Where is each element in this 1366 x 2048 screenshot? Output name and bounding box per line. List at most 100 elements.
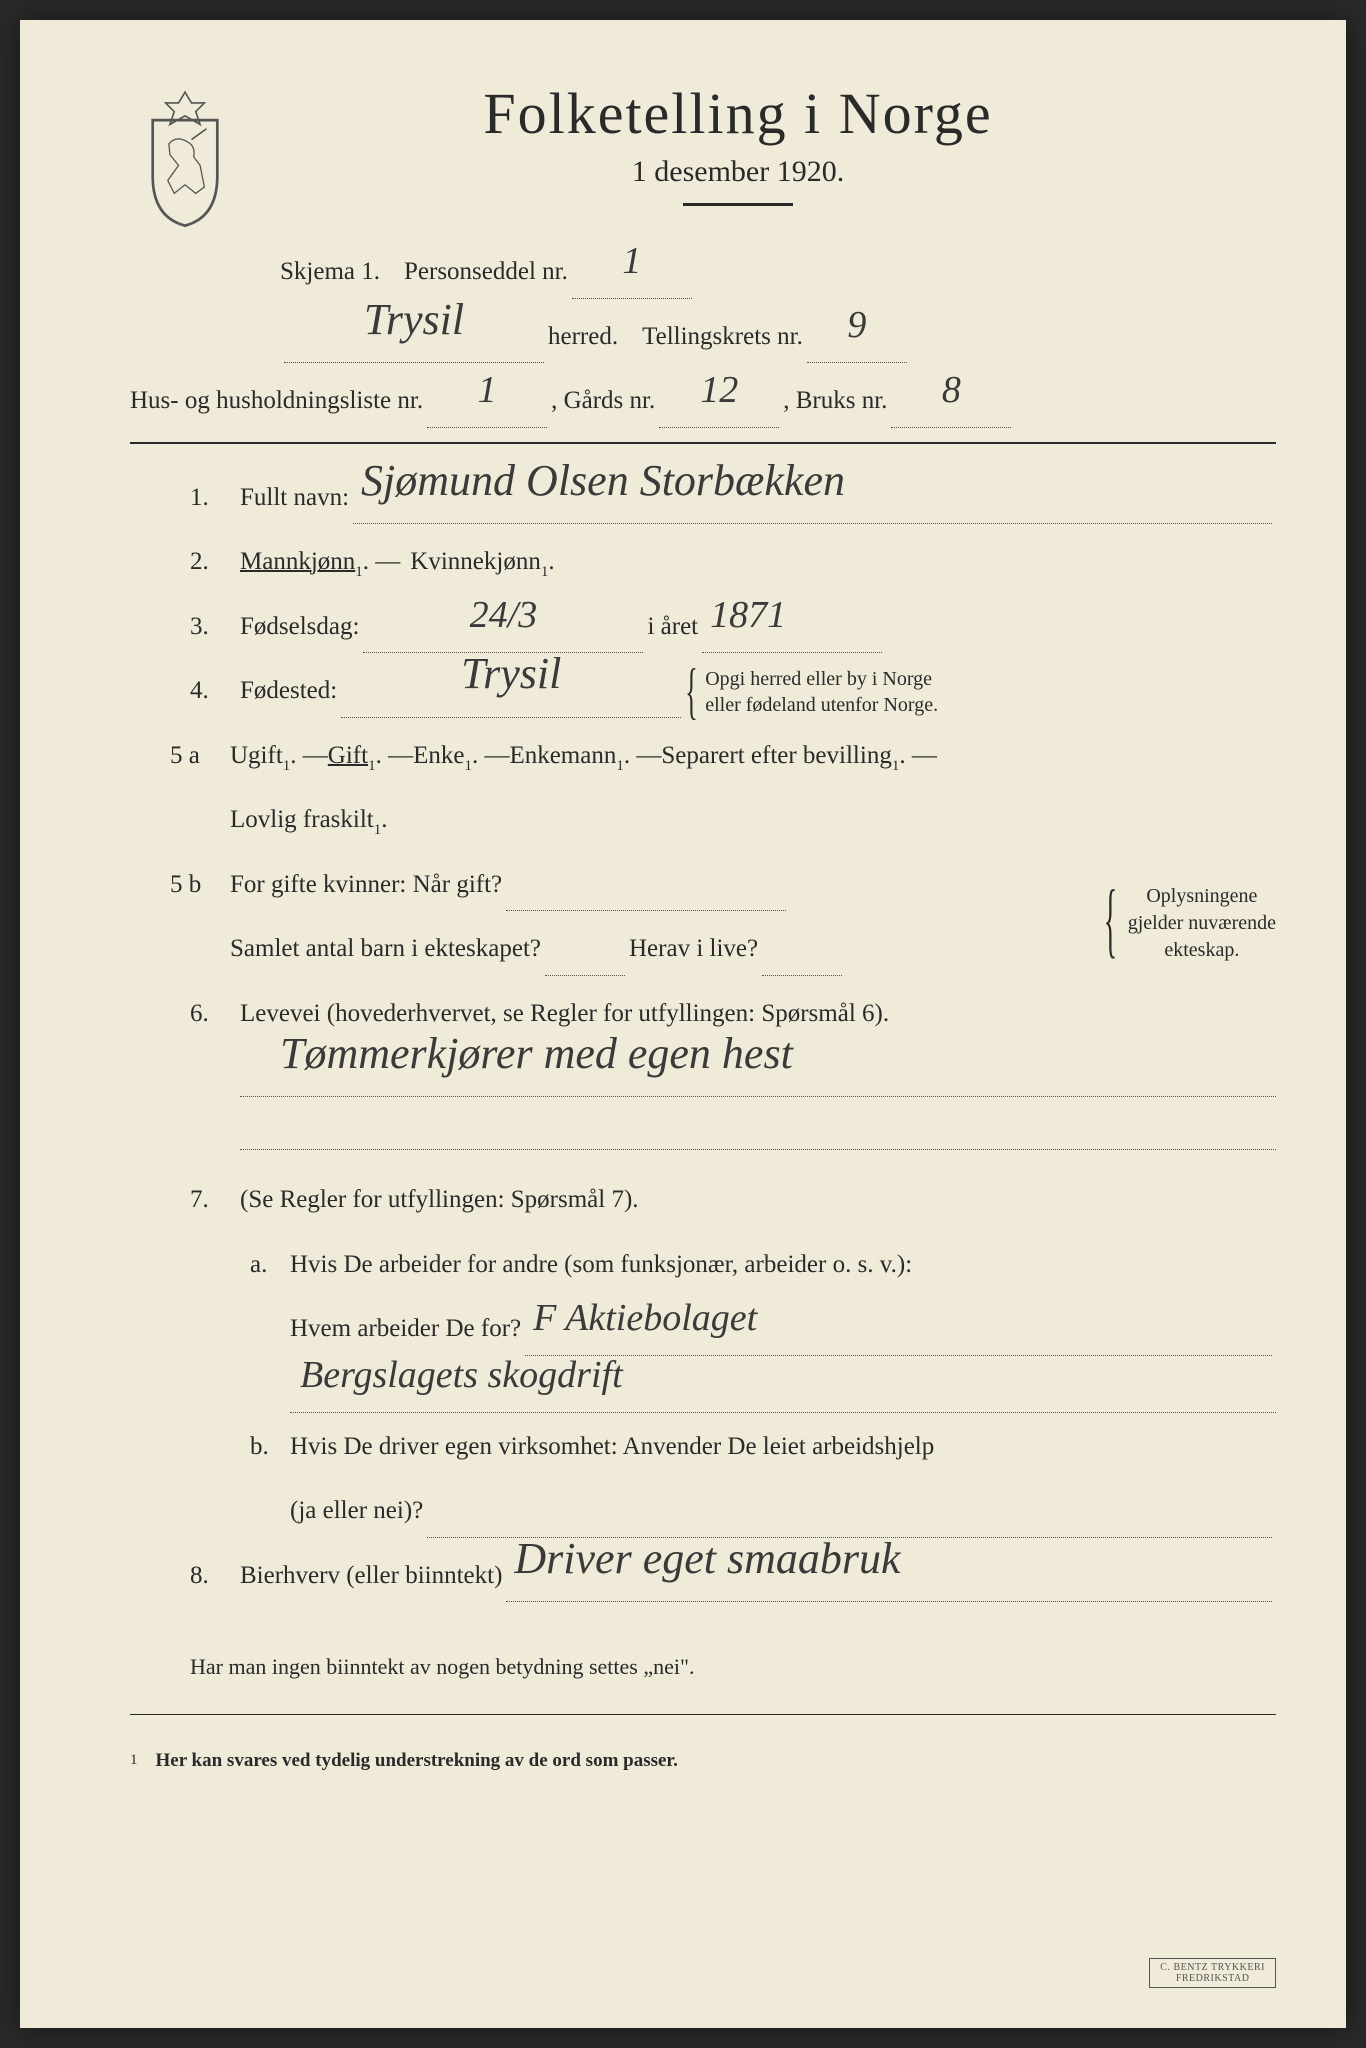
q4-note1: Opgi herred eller by i Norge: [705, 668, 932, 690]
q5b-l2a: Samlet antal barn i ekteskapet?: [230, 923, 541, 976]
q7a-field1: F Aktiebolaget: [525, 1316, 1272, 1356]
husliste-nr: 1: [478, 351, 497, 431]
q5b-note3: ekteskap.: [1164, 939, 1239, 961]
q5b-block: 5 b For gifte kvinner: Når gift? Samlet …: [170, 859, 1276, 988]
q3-row: 3. Fødselsdag: 24/3 i året 1871: [190, 601, 1276, 654]
q7a-num: a.: [250, 1239, 290, 1292]
herred-value: Trysil: [364, 274, 464, 366]
q1-field: Sjømund Olsen Storbækken: [353, 484, 1272, 524]
q7b-l2: (ja eller nei)?: [290, 1485, 423, 1538]
gards-label: , Gårds nr.: [551, 375, 655, 428]
q5a-lovlig: Lovlig fraskilt: [230, 794, 374, 847]
q5a-gift: Gift: [328, 730, 368, 783]
q5a-separert: Separert efter bevilling: [661, 730, 891, 783]
personseddel-nr: 1: [622, 222, 641, 302]
q3-year-field: 1871: [702, 613, 882, 653]
footnote-text: Her kan svares ved tydelig understreknin…: [156, 1750, 678, 1771]
q7b-l1: Hvis De driver egen virksomhet: Anvender…: [290, 1421, 934, 1474]
q2-mann: Mannkjønn: [240, 536, 355, 589]
row-husliste: Hus- og husholdningsliste nr. 1 , Gårds …: [130, 375, 1276, 428]
title-rule: [683, 203, 793, 206]
q6-num: 6.: [190, 988, 240, 1041]
q4-note2: eller fødeland utenfor Norge.: [705, 694, 938, 716]
q7a-field2: Bergslagets skogdrift: [290, 1368, 1276, 1413]
q5a-enke: Enke: [413, 730, 464, 783]
q5a-num: 5 a: [170, 730, 230, 783]
q5b-note2: gjelder nuværende: [1128, 912, 1276, 934]
q7-row: 7. (Se Regler for utfyllingen: Spørsmål …: [190, 1174, 1276, 1227]
q2-sup2: 1: [541, 557, 549, 589]
q5b-row1: 5 b For gifte kvinner: Når gift?: [170, 859, 1084, 912]
q5b-live-field: [762, 936, 842, 976]
bruks-nr: 8: [942, 351, 961, 431]
husliste-field: 1: [427, 388, 547, 428]
q5b-note1: Oplysningene: [1146, 885, 1257, 907]
q5a-enkemann: Enkemann: [509, 730, 616, 783]
q8-label: Bierhverv (eller biinntekt): [240, 1550, 502, 1603]
q1-num: 1.: [190, 472, 240, 525]
q4-label: Fødested:: [240, 665, 337, 718]
q4-field: Trysil: [341, 678, 681, 718]
footer-note-row: Har man ingen biinntekt av nogen betydni…: [190, 1644, 1276, 1690]
q5b-barn-field: [545, 936, 625, 976]
q5b-num: 5 b: [170, 859, 230, 912]
q8-field: Driver eget smaabruk: [506, 1562, 1272, 1602]
bruks-field: 8: [891, 388, 1011, 428]
q4-note: Opgi herred eller by i Norge eller fødel…: [685, 666, 938, 718]
footer-note: Har man ingen biinntekt av nogen betydni…: [190, 1644, 694, 1690]
q6-field: Tømmerkjører med egen hest: [240, 1052, 1276, 1097]
q3-label: Fødselsdag:: [240, 601, 359, 654]
gards-field: 12: [659, 388, 779, 428]
q1-row: 1. Fullt navn: Sjømund Olsen Storbækken: [190, 472, 1276, 525]
coat-of-arms-icon: [130, 90, 240, 230]
q6-field2: [240, 1105, 1276, 1150]
q5b-note: Oplysningene gjelder nuværende ekteskap.: [1104, 883, 1276, 964]
q7a-val2: Bergslagets skogdrift: [300, 1336, 623, 1416]
q8-num: 8.: [190, 1550, 240, 1603]
q7b-num: b.: [250, 1421, 290, 1474]
q2-sup1: 1: [355, 557, 363, 589]
divider-bottom: [130, 1714, 1276, 1715]
q8-row: 8. Bierhverv (eller biinntekt) Driver eg…: [190, 1550, 1276, 1603]
gards-nr: 12: [700, 351, 738, 431]
row-herred: Trysil herred. Tellingskrets nr. 9: [280, 311, 1276, 364]
q7a-row1: a. Hvis De arbeider for andre (som funks…: [250, 1239, 1276, 1292]
footnote-marker: 1: [130, 1745, 138, 1777]
q4-row: 4. Fødested: Trysil Opgi herred eller by…: [190, 665, 1276, 718]
subtitle-date: 1 desember 1920.: [280, 155, 1196, 189]
printer-stamp: C. BENTZ TRYKKERI FREDRIKSTAD: [1149, 1958, 1276, 1988]
q2-dash: . —: [363, 536, 401, 589]
q1-label: Fullt navn:: [240, 472, 349, 525]
q3-num: 3.: [190, 601, 240, 654]
q5b-l2b: Herav i live?: [629, 923, 758, 976]
main-title: Folketelling i Norge: [280, 80, 1196, 147]
header: Folketelling i Norge 1 desember 1920.: [130, 80, 1276, 246]
q3-mid: i året: [647, 601, 698, 654]
herred-label: herred.: [548, 311, 618, 364]
husliste-label: Hus- og husholdningsliste nr.: [130, 375, 423, 428]
stamp-l1: C. BENTZ TRYKKERI: [1160, 1962, 1265, 1973]
q5b-row2: Samlet antal barn i ekteskapet? Herav i …: [230, 923, 1084, 976]
q5b-l1: For gifte kvinner: Når gift?: [230, 859, 502, 912]
q7-label: (Se Regler for utfyllingen: Spørsmål 7).: [240, 1174, 639, 1227]
title-block: Folketelling i Norge 1 desember 1920.: [280, 80, 1196, 246]
q7b-row1: b. Hvis De driver egen virksomhet: Anven…: [250, 1421, 1276, 1474]
q7-num: 7.: [190, 1174, 240, 1227]
q1-value: Sjømund Olsen Storbækken: [361, 435, 845, 527]
census-form-page: Folketelling i Norge 1 desember 1920. Sk…: [20, 20, 1346, 2028]
q4-value: Trysil: [461, 628, 561, 720]
bruks-label: , Bruks nr.: [783, 375, 887, 428]
stamp-l2: FREDRIKSTAD: [1176, 1973, 1250, 1984]
q3-year: 1871: [710, 576, 786, 656]
q5a-row2: Lovlig fraskilt1.: [230, 794, 1276, 847]
footnote-row: 1 Her kan svares ved tydelig understrekn…: [130, 1741, 1276, 1781]
form-body: Skjema 1. Personseddel nr. 1 Trysil herr…: [130, 246, 1276, 1781]
q2-num: 2.: [190, 536, 240, 589]
herred-field: Trysil: [284, 323, 544, 363]
q6-value: Tømmerkjører med egen hest: [280, 1008, 793, 1100]
tellingskrets-nr: 9: [847, 286, 866, 366]
q5a-ugift: Ugift: [230, 730, 283, 783]
q5a-row: 5 a Ugift1. — Gift1. — Enke1. — Enkemann…: [170, 730, 1276, 783]
q5b-gift-field: [506, 871, 786, 911]
personseddel-nr-field: 1: [572, 259, 692, 299]
